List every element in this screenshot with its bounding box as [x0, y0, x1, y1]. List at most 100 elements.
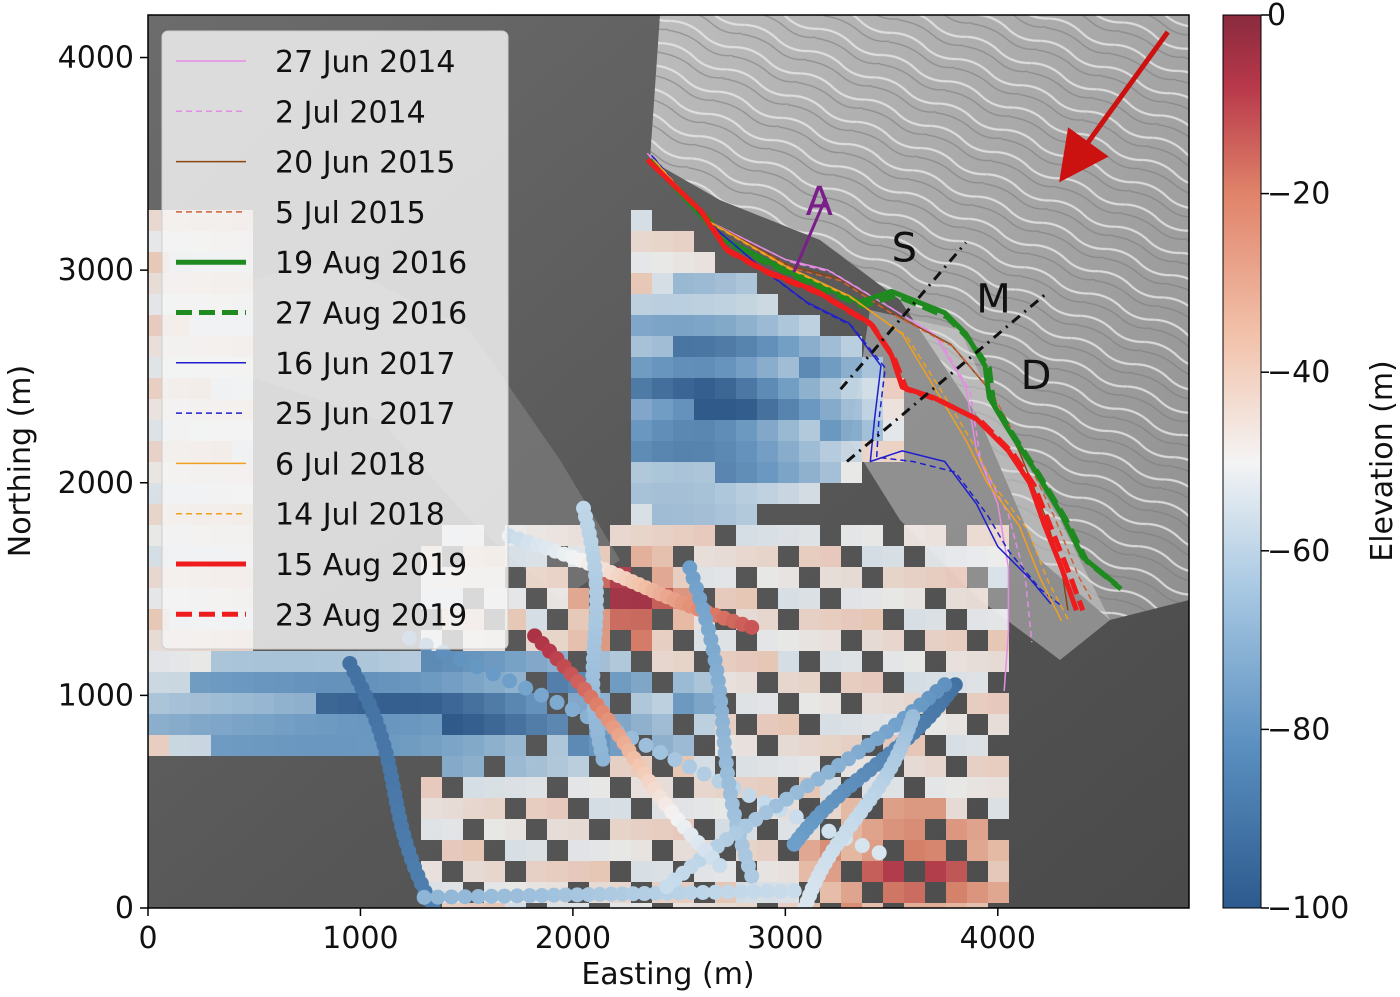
raster-cell — [757, 546, 778, 567]
annotation-label-3: D — [1021, 353, 1052, 399]
raster-cell — [988, 861, 1009, 882]
annotation-label-0: A — [806, 179, 834, 225]
raster-cell — [673, 399, 694, 420]
legend-label-3: 5 Jul 2015 — [275, 196, 426, 231]
colorbar-label: Elevation (m) — [1365, 360, 1400, 562]
raster-cell — [694, 798, 715, 819]
survey-point — [681, 759, 697, 775]
raster-cell — [799, 441, 820, 462]
raster-cell — [967, 546, 988, 567]
raster-cell — [967, 882, 988, 903]
raster-cell — [820, 609, 841, 630]
raster-cell — [967, 756, 988, 777]
raster-cell — [295, 714, 316, 735]
raster-cell — [631, 315, 652, 336]
raster-cell — [988, 546, 1009, 567]
raster-cell — [799, 630, 820, 651]
raster-cell — [295, 735, 316, 756]
raster-cell — [736, 651, 757, 672]
raster-cell — [631, 546, 652, 567]
raster-cell — [463, 756, 484, 777]
survey-point — [549, 694, 565, 710]
raster-cell — [967, 525, 988, 546]
raster-cell — [652, 315, 673, 336]
raster-cell — [988, 693, 1009, 714]
raster-cell — [799, 420, 820, 441]
raster-cell — [190, 672, 211, 693]
raster-cell — [757, 420, 778, 441]
legend-label-7: 25 Jun 2017 — [275, 397, 455, 432]
raster-cell — [547, 588, 568, 609]
raster-cell — [526, 798, 547, 819]
raster-cell — [568, 861, 589, 882]
raster-cell — [694, 378, 715, 399]
raster-cell — [799, 609, 820, 630]
raster-cell — [463, 903, 484, 908]
raster-cell — [988, 630, 1009, 651]
raster-cell — [778, 462, 799, 483]
raster-cell — [526, 714, 547, 735]
raster-cell — [694, 672, 715, 693]
raster-cell — [736, 504, 757, 525]
legend-box — [161, 30, 509, 650]
annotations: A S MD — [806, 179, 1052, 399]
raster-cell — [694, 504, 715, 525]
raster-cell — [694, 525, 715, 546]
raster-cell — [715, 399, 736, 420]
raster-cell — [883, 798, 904, 819]
raster-cell — [463, 672, 484, 693]
survey-point — [496, 888, 512, 904]
raster-cell — [526, 756, 547, 777]
raster-cell — [316, 651, 337, 672]
raster-cell — [610, 756, 631, 777]
survey-point — [744, 868, 760, 884]
raster-cell — [547, 903, 568, 908]
raster-cell — [715, 441, 736, 462]
raster-cell — [316, 735, 337, 756]
raster-cell — [967, 672, 988, 693]
raster-cell — [757, 378, 778, 399]
raster-cell — [442, 693, 463, 714]
survey-point — [648, 885, 664, 901]
raster-cell — [736, 315, 757, 336]
raster-cell — [631, 441, 652, 462]
raster-cell — [757, 441, 778, 462]
raster-cell — [211, 693, 232, 714]
raster-cell — [946, 882, 967, 903]
raster-cell — [526, 651, 547, 672]
raster-cell — [883, 882, 904, 903]
raster-cell — [169, 735, 190, 756]
raster-cell — [631, 525, 652, 546]
survey-point — [614, 886, 630, 902]
survey-point — [695, 884, 711, 900]
raster-cell — [484, 777, 505, 798]
raster-cell — [169, 693, 190, 714]
raster-cell — [610, 588, 631, 609]
legend-label-10: 15 Aug 2019 — [275, 548, 467, 583]
raster-cell — [505, 819, 526, 840]
raster-cell — [778, 756, 799, 777]
raster-cell — [673, 252, 694, 273]
raster-cell — [547, 672, 568, 693]
raster-cell — [673, 735, 694, 756]
legend: 27 Jun 2014 2 Jul 2014 20 Jun 2015 5 Jul 20… — [161, 30, 509, 650]
raster-cell — [589, 861, 610, 882]
raster-cell — [757, 840, 778, 861]
raster-cell — [484, 903, 505, 908]
raster-cell — [505, 588, 526, 609]
survey-point — [667, 752, 683, 768]
survey-point — [595, 751, 611, 767]
raster-cell — [253, 714, 274, 735]
raster-cell — [778, 735, 799, 756]
raster-cell — [526, 609, 547, 630]
raster-cell — [841, 462, 862, 483]
raster-cell — [694, 546, 715, 567]
raster-cell — [904, 840, 925, 861]
raster-cell — [547, 567, 568, 588]
survey-point — [569, 887, 585, 903]
raster-cell — [694, 294, 715, 315]
survey-point — [759, 883, 775, 899]
raster-cell — [862, 693, 883, 714]
raster-cell — [673, 441, 694, 462]
raster-cell — [631, 903, 652, 908]
